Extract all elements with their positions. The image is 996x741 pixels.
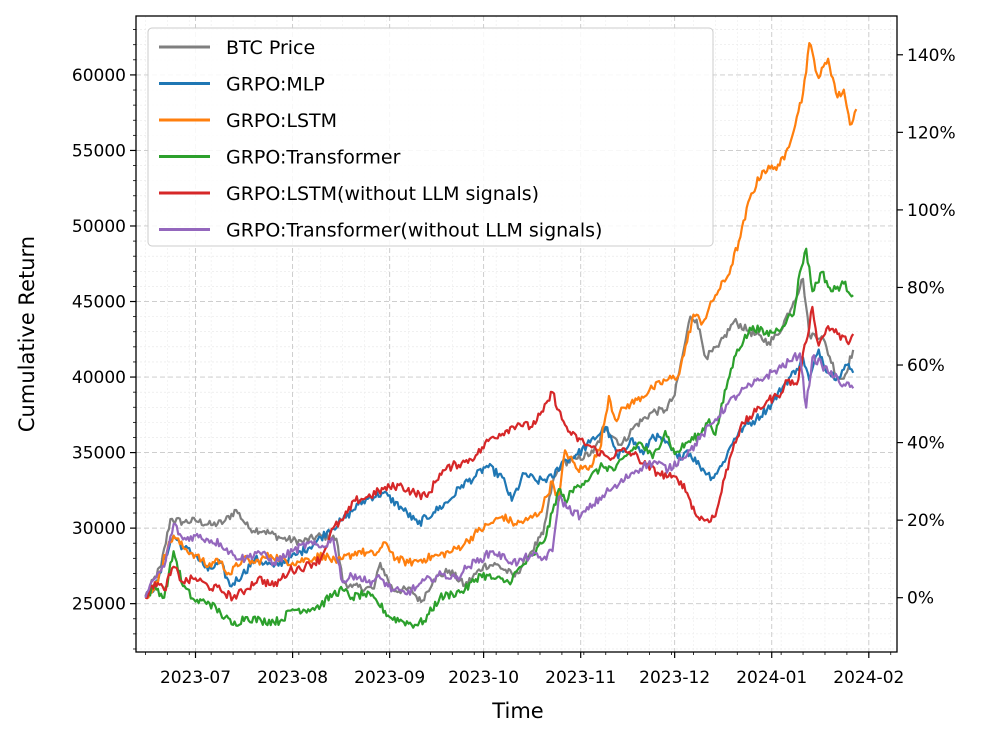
x-tick-label: 2023-11 bbox=[545, 668, 616, 688]
y-left-tick-label: 60000 bbox=[72, 66, 126, 86]
x-tick-label: 2023-09 bbox=[354, 668, 425, 688]
legend-label: GRPO:Transformer bbox=[226, 147, 401, 169]
x-tick-label: 2023-08 bbox=[257, 668, 328, 688]
series-line-4 bbox=[145, 305, 855, 602]
y-left-tick-label: 25000 bbox=[72, 595, 126, 615]
y-right-tick-label: 40% bbox=[907, 434, 945, 454]
x-axis-title: Time bbox=[491, 699, 543, 723]
series-line-3 bbox=[144, 247, 854, 629]
y-right-tick-label: 60% bbox=[907, 356, 945, 376]
legend-label: BTC Price bbox=[226, 37, 315, 59]
y-left-tick-label: 30000 bbox=[72, 519, 126, 539]
axes: 25000 30000 35000 40000 45000 50000 55000 60000… bbox=[72, 29, 956, 688]
x-tick-label: 2023-12 bbox=[639, 668, 710, 688]
y-right-tick-label: 120% bbox=[907, 123, 956, 143]
y-right-tick-label: 100% bbox=[907, 201, 956, 221]
legend-label: GRPO:MLP bbox=[226, 74, 325, 96]
legend: BTC Price GRPO:MLP GRPO:LSTM GRPO:Transform… bbox=[147, 27, 714, 247]
y-left-tick-label: 45000 bbox=[72, 293, 126, 313]
y-left-tick-label: 35000 bbox=[72, 444, 126, 464]
y-right-tick-label: 140% bbox=[907, 46, 956, 66]
y-right-tick-label: 80% bbox=[907, 278, 945, 298]
y-axis-title: Cumulative Return bbox=[15, 236, 39, 432]
y-right-tick-label: 20% bbox=[907, 511, 945, 531]
y-left-tick-label: 55000 bbox=[72, 141, 126, 161]
legend-label: GRPO:LSTM(without LLM signals) bbox=[226, 183, 539, 205]
series-lines bbox=[144, 42, 858, 629]
y-left-tick-label: 50000 bbox=[72, 217, 126, 237]
y-left-tick-label: 40000 bbox=[72, 368, 126, 388]
plot-frame bbox=[135, 15, 898, 653]
legend-label: GRPO:LSTM bbox=[226, 110, 337, 132]
x-tick-label: 2024-01 bbox=[736, 668, 807, 688]
series-line-0 bbox=[144, 277, 855, 604]
x-tick-label: 2024-02 bbox=[833, 668, 904, 688]
y-right-tick-label: 0% bbox=[907, 589, 934, 609]
legend-label: GRPO:Transformer(without LLM signals) bbox=[226, 220, 602, 242]
x-tick-label: 2023-10 bbox=[448, 668, 519, 688]
series-line-2 bbox=[145, 42, 858, 599]
series-line-1 bbox=[144, 348, 855, 599]
x-tick-label: 2023-07 bbox=[160, 668, 231, 688]
legend-box bbox=[147, 27, 714, 247]
series-line-5 bbox=[144, 352, 855, 599]
